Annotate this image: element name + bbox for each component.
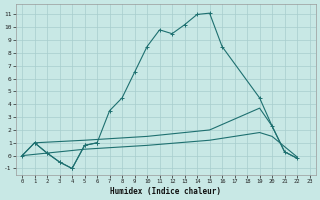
X-axis label: Humidex (Indice chaleur): Humidex (Indice chaleur) xyxy=(110,187,221,196)
